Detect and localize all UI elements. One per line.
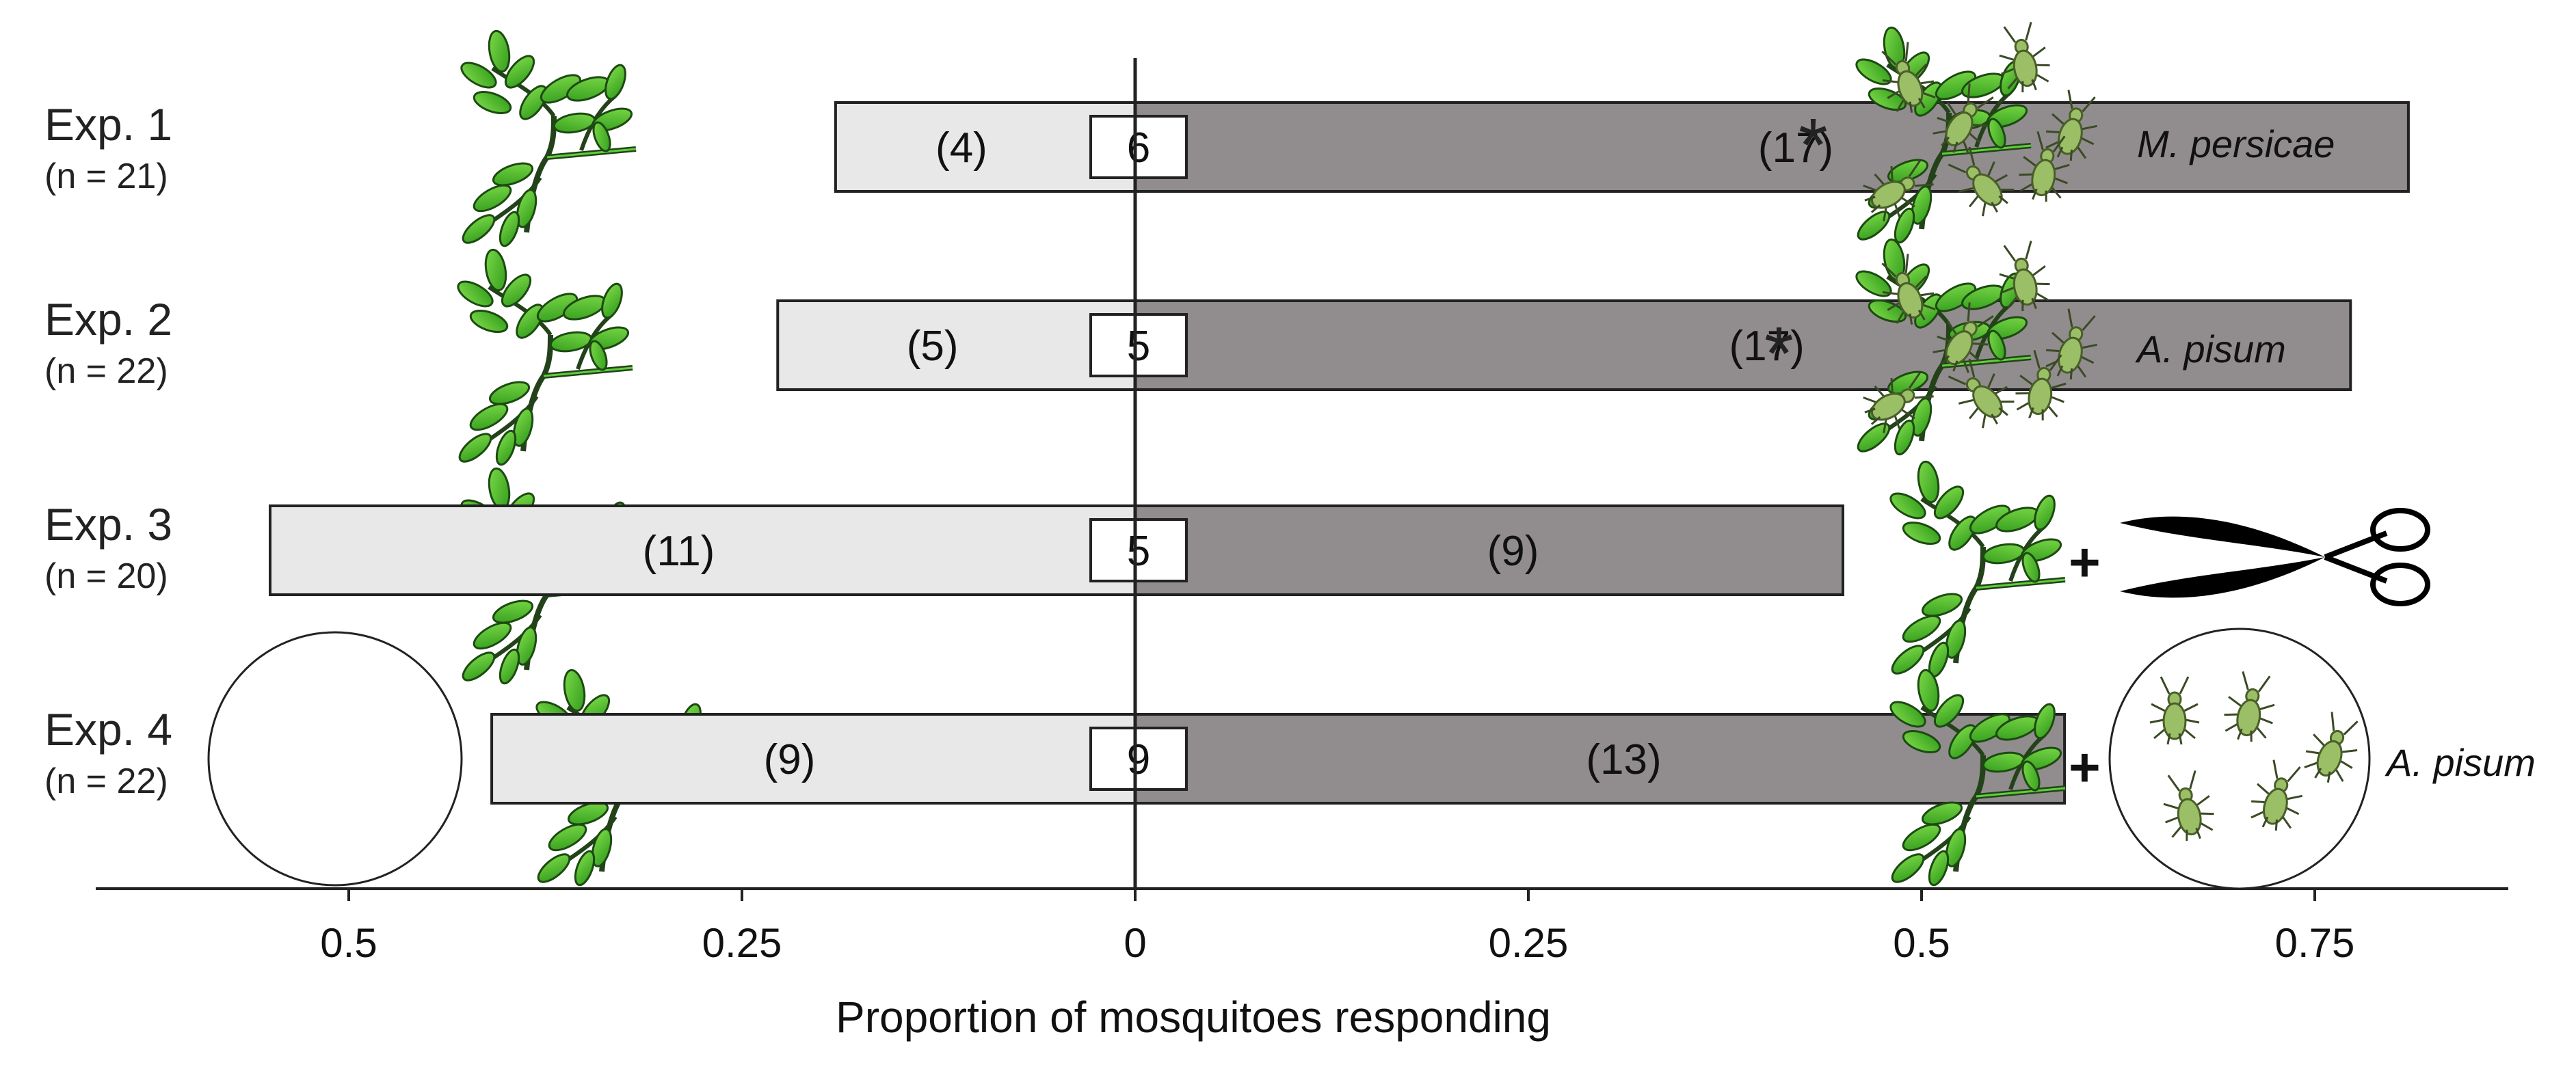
exp4-empty-dish-icon — [207, 631, 463, 887]
exp1-significance-star: * — [1798, 103, 1828, 187]
exp4-n-label: (n = 22) — [44, 761, 168, 801]
x-tick-label: 0.25 — [1489, 920, 1569, 966]
exp2-left-plant-icon — [454, 248, 633, 467]
exp1-label: Exp. 1 — [44, 99, 172, 150]
exp1-nonresponding-box — [1089, 115, 1188, 179]
exp4-nonresponding-box — [1089, 727, 1188, 791]
x-tick-label: 0 — [1124, 920, 1146, 966]
x-axis-ticks: 0.5 0.25 0 0.25 0.5 0.75 — [320, 889, 2354, 966]
exp2-label: Exp. 2 — [44, 294, 172, 345]
exp4-left-count-label: (9) — [764, 736, 816, 783]
exp2-right-bar — [1134, 299, 2352, 391]
exp4-nonresponding-label: 9 — [1127, 736, 1150, 783]
exp2-right-count-label: (17) — [1729, 323, 1805, 370]
x-tick-label: 0.25 — [702, 920, 782, 966]
exp4-right-species-label: A. pisum — [2385, 741, 2536, 784]
exp1-left-bar — [834, 101, 1137, 193]
exp4-left-bar — [490, 713, 1137, 805]
exp3-nonresponding-label: 5 — [1127, 528, 1150, 575]
x-tick-label: 0.75 — [2275, 920, 2355, 966]
exp2-significance-star: * — [1764, 312, 1794, 396]
exp2-nonresponding-box — [1089, 313, 1188, 377]
exp2-right-species-label: A. pisum — [2135, 327, 2286, 370]
exp3-right-plus: + — [2069, 532, 2101, 593]
bars: (4) (17) 6 (5) (17) 5 (11) (9) 5 (9) (13) 9 — [269, 101, 2410, 805]
exp3-nonresponding-box — [1089, 518, 1188, 582]
exp3-right-count-label: (9) — [1487, 528, 1539, 575]
exp4-right-bar — [1134, 713, 2067, 805]
exp1-right-species-label: M. persicae — [2137, 122, 2335, 165]
exp3-label: Exp. 3 — [44, 499, 172, 550]
exp4-label: Exp. 4 — [44, 704, 172, 755]
exp4-aphid-dish-icon — [2108, 628, 2371, 890]
exp3-right-bar — [1134, 504, 1844, 596]
exp1-nonresponding-label: 6 — [1127, 124, 1150, 172]
exp2-left-bar — [776, 299, 1137, 391]
exp1-n-label: (n = 21) — [44, 157, 168, 196]
exp2-n-label: (n = 22) — [44, 351, 168, 391]
exp1-left-plant-icon — [457, 29, 636, 248]
x-tick-label: 0.5 — [1893, 920, 1950, 966]
x-axis-title: Proportion of mosquitoes responding — [836, 993, 1551, 1042]
scissors-icon — [2120, 511, 2428, 604]
exp4-right-plus: + — [2069, 737, 2101, 798]
exp3-right-plant-icon — [1887, 460, 2065, 679]
exp1-left-count-label: (4) — [935, 124, 987, 172]
exp3-left-count-label: (11) — [643, 528, 715, 575]
x-tick-label: 0.5 — [320, 920, 377, 966]
exp4-right-count-label: (13) — [1586, 736, 1661, 783]
exp2-left-count-label: (5) — [907, 323, 959, 370]
exp2-nonresponding-label: 5 — [1127, 323, 1150, 370]
exp1-right-bar — [1134, 101, 2410, 193]
exp1-right-count-label: (17) — [1758, 124, 1833, 172]
exp3-n-label: (n = 20) — [44, 556, 168, 596]
exp3-left-bar — [269, 504, 1137, 596]
